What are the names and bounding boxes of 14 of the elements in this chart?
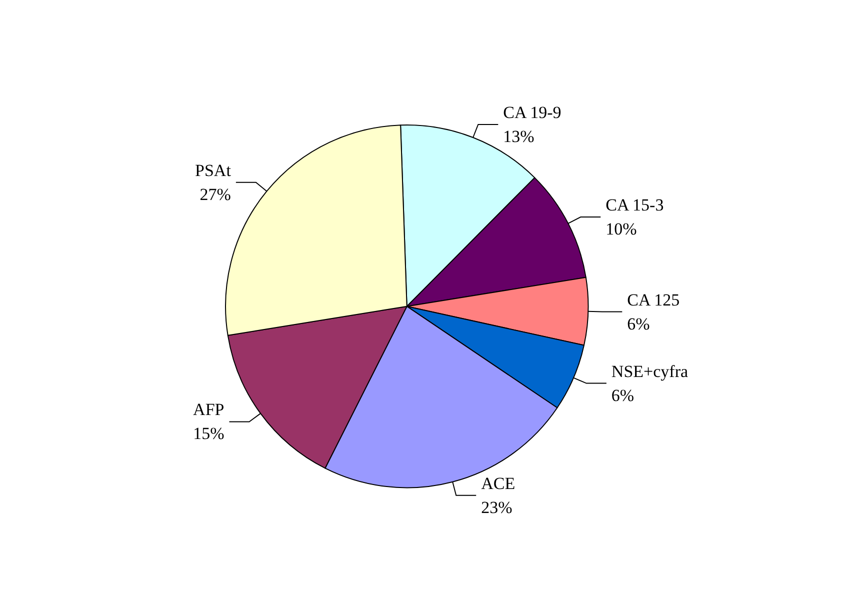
data-label: 23%: [481, 498, 512, 517]
slice-label: CA 19-9: [503, 102, 562, 122]
data-label: 6%: [627, 314, 650, 334]
slice-label: NSE+cyfra: [611, 362, 689, 381]
slice-label: AFP: [193, 400, 224, 420]
data-label: 6%: [611, 386, 634, 405]
slice-label: PSAt: [195, 160, 232, 180]
data-label: 13%: [503, 126, 534, 146]
data-label: 10%: [606, 220, 637, 239]
data-label: 15%: [193, 424, 224, 444]
slice-label: ACE: [481, 474, 516, 493]
slice-label: CA 125: [627, 290, 680, 310]
slice-label: CA 15-3: [606, 196, 664, 215]
data-label: 27%: [200, 184, 231, 204]
